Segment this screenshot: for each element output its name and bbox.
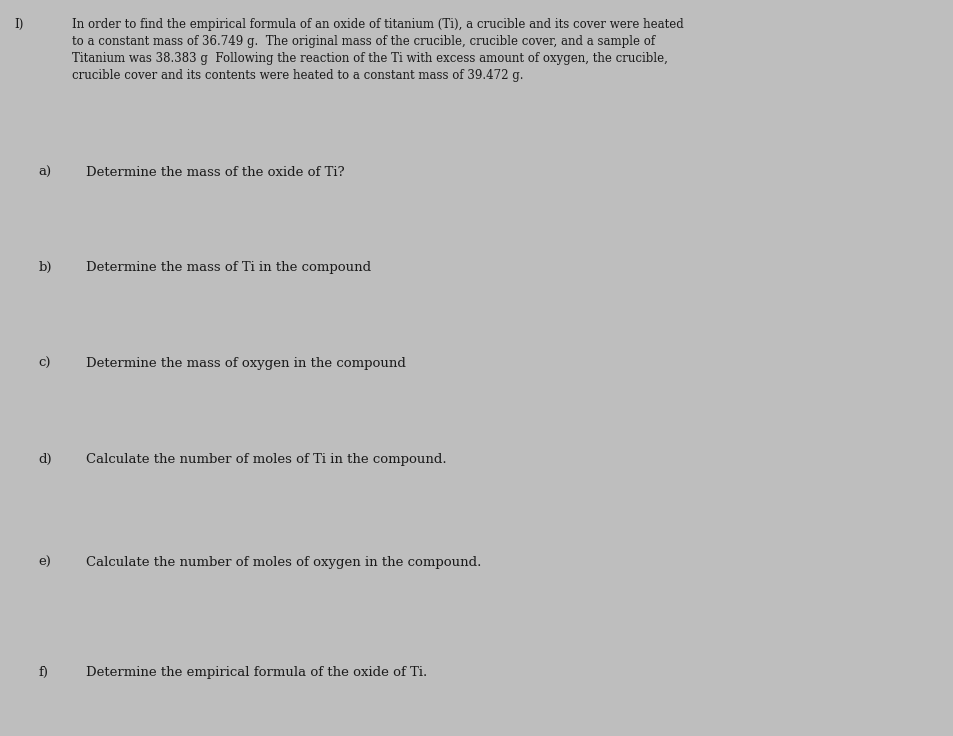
Text: f): f) — [38, 666, 48, 679]
Text: Determine the mass of oxygen in the compound: Determine the mass of oxygen in the comp… — [86, 357, 405, 370]
Text: a): a) — [38, 166, 51, 179]
Text: Calculate the number of moles of Ti in the compound.: Calculate the number of moles of Ti in t… — [86, 453, 446, 466]
Text: b): b) — [38, 261, 51, 275]
Text: c): c) — [38, 357, 51, 370]
Text: d): d) — [38, 453, 51, 466]
Text: e): e) — [38, 556, 51, 569]
Text: Determine the mass of the oxide of Ti?: Determine the mass of the oxide of Ti? — [86, 166, 344, 179]
Text: In order to find the empirical formula of an oxide of titanium (Ti), a crucible : In order to find the empirical formula o… — [71, 18, 682, 82]
Text: Calculate the number of moles of oxygen in the compound.: Calculate the number of moles of oxygen … — [86, 556, 480, 569]
Text: I): I) — [14, 18, 24, 32]
Text: Determine the empirical formula of the oxide of Ti.: Determine the empirical formula of the o… — [86, 666, 427, 679]
Text: Determine the mass of Ti in the compound: Determine the mass of Ti in the compound — [86, 261, 371, 275]
